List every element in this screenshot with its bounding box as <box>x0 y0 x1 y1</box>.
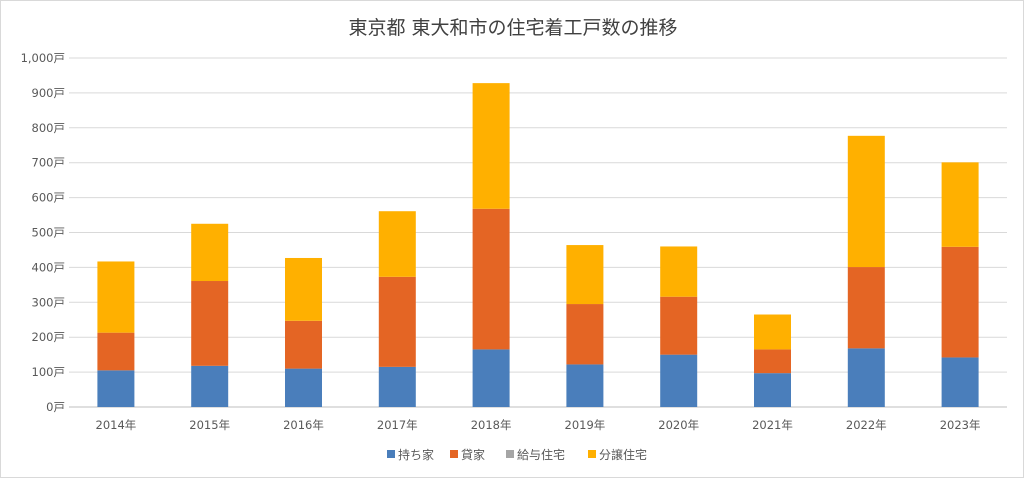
y-tick-label: 500戸 <box>32 226 65 240</box>
x-tick-label: 2020年 <box>658 418 699 432</box>
y-tick-label: 200戸 <box>32 330 65 344</box>
bar-segment <box>285 320 322 369</box>
x-axis-ticks: 2014年 2015年 2016年 2017年 2018年 2019年 2020年 2021年… <box>96 418 981 432</box>
bar-segment <box>847 267 885 349</box>
bar-segment <box>97 261 135 333</box>
legend-label: 分譲住宅 <box>599 447 647 462</box>
y-tick-label: 300戸 <box>32 295 65 309</box>
x-tick-label: 2019年 <box>565 418 606 432</box>
y-tick-label: 700戸 <box>32 156 65 170</box>
legend-swatch <box>387 450 395 458</box>
bar-segment <box>97 370 135 407</box>
x-tick-label: 2023年 <box>940 418 981 432</box>
bar-segment <box>378 211 416 277</box>
y-tick-label: 1,000戸 <box>21 51 65 65</box>
x-tick-label: 2017年 <box>377 418 418 432</box>
bar-segment <box>754 373 791 407</box>
x-tick-label: 2022年 <box>846 418 887 432</box>
bar-segment <box>660 354 698 407</box>
legend-swatch <box>506 450 514 458</box>
y-tick-label: 800戸 <box>32 121 65 135</box>
y-tick-label: 0戸 <box>46 400 65 414</box>
bar-segment <box>941 162 979 247</box>
bar-segment <box>472 349 510 407</box>
bar-segment <box>754 349 791 374</box>
bar-segment <box>941 246 979 358</box>
legend-label: 給与住宅 <box>517 447 565 462</box>
bar-segment <box>472 83 510 209</box>
legend-label: 持ち家 <box>398 447 434 462</box>
bar-segment <box>191 365 229 407</box>
x-tick-label: 2015年 <box>189 418 230 432</box>
legend: 持ち家 貸家 給与住宅 分譲住宅 <box>387 447 647 462</box>
bars <box>97 83 979 407</box>
bar-segment <box>285 368 322 407</box>
bar-segment <box>191 281 229 366</box>
x-tick-label: 2016年 <box>283 418 324 432</box>
chart-title: 東京都 東大和市の住宅着工戸数の推移 <box>348 17 677 39</box>
bar-segment <box>97 332 135 371</box>
x-tick-label: 2021年 <box>752 418 793 432</box>
bar-segment <box>472 208 510 350</box>
legend-label: 貸家 <box>461 447 485 462</box>
bar-segment <box>566 364 604 407</box>
x-tick-label: 2014年 <box>96 418 137 432</box>
y-tick-label: 400戸 <box>32 260 65 274</box>
bar-segment <box>660 246 698 297</box>
bar-segment <box>378 276 416 367</box>
legend-swatch <box>450 450 458 458</box>
bar-segment <box>847 348 885 407</box>
bar-segment <box>566 245 604 305</box>
x-tick-label: 2018年 <box>471 418 512 432</box>
y-tick-label: 100戸 <box>32 365 65 379</box>
bar-segment <box>285 257 322 321</box>
bar-segment <box>847 135 885 268</box>
legend-swatch <box>588 450 596 458</box>
y-tick-label: 600戸 <box>32 191 65 205</box>
bar-segment <box>378 366 416 407</box>
y-tick-label: 900戸 <box>32 86 65 100</box>
y-axis-ticks: 0戸 100戸 200戸 300戸 400戸 500戸 600戸 700戸 800戸 900戸 1,… <box>21 51 65 414</box>
bar-segment <box>941 357 979 407</box>
bar-segment <box>754 314 791 350</box>
bar-segment <box>660 296 698 355</box>
bar-segment <box>566 304 604 365</box>
bar-segment <box>191 223 229 282</box>
